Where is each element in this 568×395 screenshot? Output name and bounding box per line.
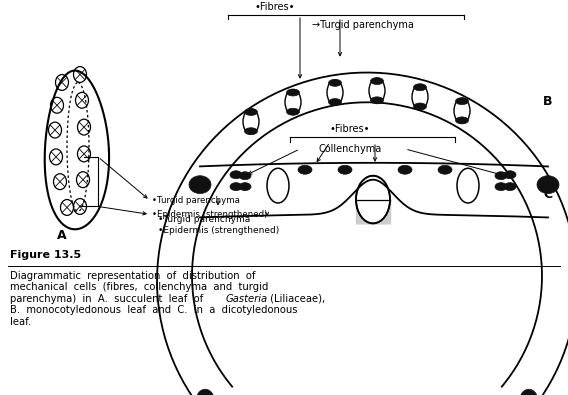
Ellipse shape	[370, 97, 383, 104]
Ellipse shape	[298, 165, 312, 174]
Ellipse shape	[230, 182, 242, 191]
Ellipse shape	[328, 99, 341, 105]
Ellipse shape	[244, 128, 257, 135]
Ellipse shape	[286, 89, 299, 96]
Ellipse shape	[456, 117, 469, 124]
Text: •Epidermis (strengthened): •Epidermis (strengthened)	[158, 226, 279, 235]
Text: •Epidermis (strengthened): •Epidermis (strengthened)	[152, 210, 268, 219]
Ellipse shape	[239, 182, 251, 191]
Ellipse shape	[196, 389, 214, 395]
Text: •Fibres•: •Fibres•	[330, 124, 370, 134]
Ellipse shape	[338, 165, 352, 174]
Ellipse shape	[239, 172, 251, 180]
Text: B: B	[543, 95, 553, 108]
Ellipse shape	[230, 171, 242, 179]
Text: C: C	[543, 188, 552, 201]
Ellipse shape	[495, 182, 507, 191]
Ellipse shape	[328, 79, 341, 87]
Text: Diagrammatic  representation  of  distribution  of: Diagrammatic representation of distribut…	[10, 271, 256, 281]
Ellipse shape	[398, 165, 412, 174]
Text: leaf.: leaf.	[10, 316, 31, 327]
Ellipse shape	[414, 84, 427, 91]
Text: mechanical  cells  (fibres,  collenchyma  and  turgid: mechanical cells (fibres, collenchyma an…	[10, 282, 268, 292]
Text: A: A	[57, 229, 66, 242]
Ellipse shape	[537, 176, 559, 194]
Text: Figure 13.5: Figure 13.5	[10, 250, 81, 260]
Text: Gasteria: Gasteria	[226, 294, 268, 304]
Ellipse shape	[286, 108, 299, 115]
Text: →Turgid parenchyma: →Turgid parenchyma	[312, 20, 414, 30]
Ellipse shape	[520, 389, 538, 395]
Text: •Turgid parenchyma: •Turgid parenchyma	[152, 196, 240, 205]
Ellipse shape	[438, 165, 452, 174]
Ellipse shape	[370, 77, 383, 85]
Text: parenchyma)  in  A.  succulent  leaf  of: parenchyma) in A. succulent leaf of	[10, 294, 206, 304]
Ellipse shape	[456, 98, 469, 105]
Text: •Fibres•: •Fibres•	[254, 2, 294, 12]
Ellipse shape	[495, 172, 507, 180]
Ellipse shape	[504, 182, 516, 191]
Ellipse shape	[189, 176, 211, 194]
Text: B.  monocotyledonous  leaf  and  C.  in  a  dicotyledonous: B. monocotyledonous leaf and C. in a dic…	[10, 305, 298, 315]
Ellipse shape	[244, 109, 257, 115]
Ellipse shape	[504, 171, 516, 179]
Text: Collenchyma: Collenchyma	[319, 144, 382, 154]
Ellipse shape	[414, 103, 427, 110]
Text: (Liliaceae),: (Liliaceae),	[267, 294, 325, 304]
Text: •Turgid parenchyma: •Turgid parenchyma	[158, 215, 250, 224]
